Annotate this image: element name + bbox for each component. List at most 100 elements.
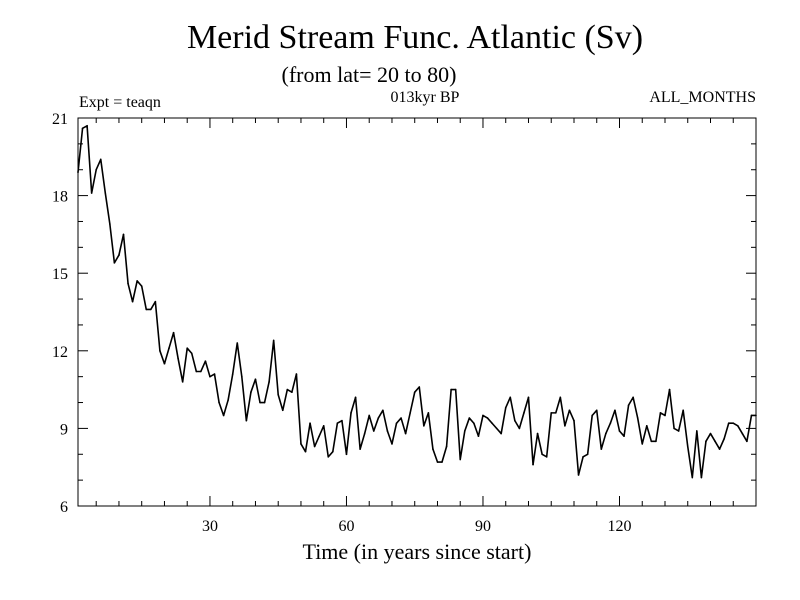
- data-point: [322, 425, 325, 427]
- data-point: [386, 430, 389, 432]
- data-point: [190, 352, 193, 355]
- data-point: [404, 432, 407, 435]
- data-point: [564, 425, 566, 427]
- data-point: [281, 409, 284, 412]
- data-point: [541, 453, 543, 456]
- data-point: [81, 127, 84, 130]
- data-point: [363, 432, 366, 435]
- data-point: [350, 412, 352, 414]
- data-point: [309, 422, 311, 425]
- months-label: ALL_MONTHS: [649, 89, 756, 106]
- x-axis-label: Time (in years since start): [303, 539, 532, 564]
- data-point: [277, 393, 280, 396]
- data-point: [595, 409, 598, 412]
- data-point: [504, 406, 507, 409]
- data-point: [650, 440, 653, 443]
- data-point: [623, 435, 625, 437]
- data-point: [568, 409, 571, 412]
- data-point: [536, 432, 539, 435]
- data-point: [573, 419, 575, 422]
- data-point: [577, 474, 580, 476]
- data-point: [696, 430, 698, 432]
- data-point: [441, 461, 443, 463]
- chart-title: Merid Stream Func. Atlantic (Sv): [187, 19, 643, 56]
- y-tick-label: 18: [52, 189, 68, 206]
- data-point: [136, 280, 138, 282]
- data-point: [709, 432, 712, 435]
- data-point: [655, 440, 657, 443]
- data-point: [391, 443, 393, 445]
- data-point: [677, 430, 680, 432]
- data-point: [509, 396, 512, 399]
- data-point: [127, 282, 129, 285]
- data-point: [154, 300, 157, 303]
- data-point: [245, 419, 248, 422]
- data-point: [168, 347, 170, 350]
- data-point: [627, 404, 630, 406]
- x-minor-ticks: [95, 118, 757, 506]
- data-point: [609, 422, 612, 425]
- data-point: [659, 412, 662, 414]
- data-point: [459, 458, 462, 461]
- data-point: [468, 417, 471, 419]
- data-point: [304, 450, 307, 453]
- data-point: [204, 360, 207, 362]
- data-point: [641, 443, 644, 445]
- data-point: [714, 440, 716, 443]
- data-point: [705, 440, 707, 443]
- x-tick-label: 90: [475, 518, 491, 535]
- y-tick-label: 21: [52, 111, 68, 128]
- data-point: [614, 409, 616, 412]
- data-point: [259, 401, 261, 404]
- data-point: [300, 443, 302, 445]
- data-point: [527, 396, 530, 399]
- chart-subtitle: (from lat= 20 to 80): [282, 62, 457, 87]
- data-point: [545, 456, 548, 458]
- data-point: [664, 414, 666, 417]
- data-point: [131, 300, 134, 303]
- data-point: [550, 412, 553, 414]
- data-point: [213, 373, 216, 375]
- data-point: [222, 414, 225, 417]
- data-point: [423, 425, 425, 427]
- experiment-label: Expt = teaqn: [79, 94, 161, 111]
- data-point: [231, 373, 234, 375]
- x-tick-label: 30: [202, 518, 218, 535]
- data-point: [95, 168, 98, 171]
- data-point: [359, 448, 361, 450]
- data-point: [150, 308, 152, 311]
- data-point: [445, 445, 448, 448]
- data-point: [99, 158, 102, 161]
- data-point: [341, 419, 343, 422]
- data-point: [236, 342, 239, 344]
- data-point: [559, 396, 562, 399]
- data-point: [746, 440, 748, 443]
- data-point: [382, 409, 384, 412]
- data-point: [90, 192, 93, 194]
- data-point: [618, 430, 621, 432]
- data-point: [473, 422, 475, 425]
- data-point: [186, 347, 189, 350]
- data-point: [723, 437, 725, 440]
- data-point: [109, 223, 111, 225]
- data-point: [113, 262, 116, 264]
- data-point: [177, 357, 179, 360]
- data-point: [582, 456, 584, 458]
- data-point: [741, 432, 744, 435]
- data-point: [145, 308, 148, 311]
- data-point: [272, 339, 275, 342]
- data-point: [104, 192, 107, 194]
- data-point: [218, 401, 220, 404]
- data-point: [118, 254, 120, 256]
- data-point: [491, 422, 493, 425]
- data-point: [200, 370, 202, 373]
- data-point: [140, 285, 143, 287]
- data-point: [409, 412, 411, 414]
- data-point: [286, 388, 289, 391]
- data-point: [514, 419, 516, 422]
- y-tick-label: 6: [60, 499, 68, 516]
- data-point: [413, 391, 416, 393]
- x-axis: 30 60 90 120: [202, 118, 631, 535]
- data-point: [586, 453, 589, 456]
